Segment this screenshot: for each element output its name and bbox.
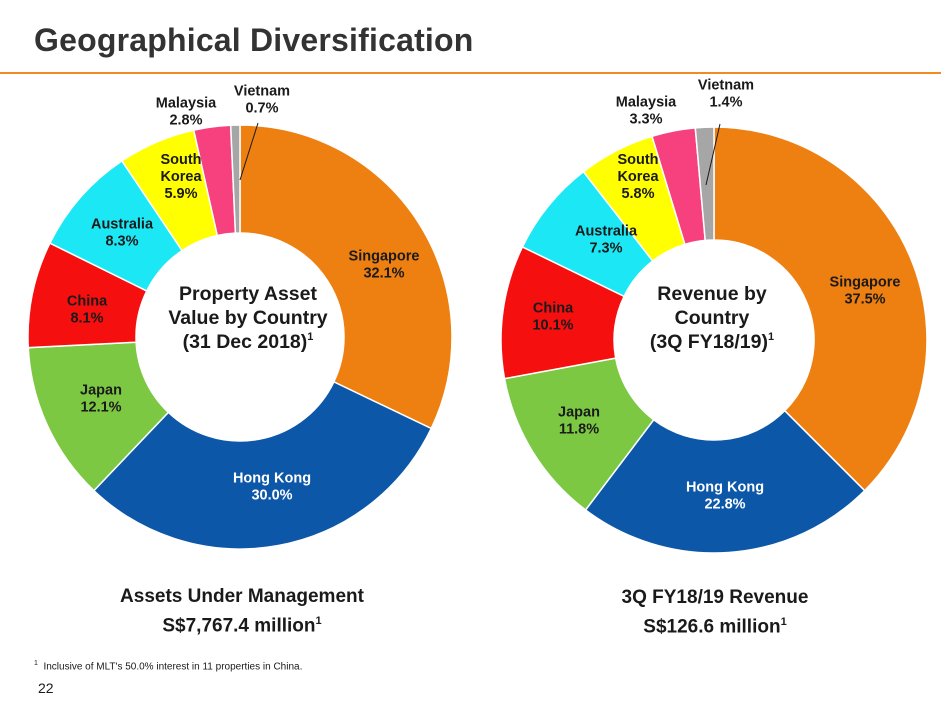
asset-label-hong-kong: Hong Kong 30.0% <box>233 471 311 504</box>
revenue-caption-line-1: 3Q FY18/19 Revenue <box>621 587 809 608</box>
asset-leader-line-vietnam <box>239 122 259 181</box>
aum-caption-line-1: Assets Under Management <box>120 586 364 607</box>
aum-caption: Assets Under Management S$7,767.4 millio… <box>92 585 392 638</box>
footnote: 1 Inclusive of MLT's 50.0% interest in 1… <box>34 660 302 672</box>
asset-slice-vietnam <box>229 124 241 234</box>
asset-label-south-korea: South Korea 5.9% <box>160 152 202 202</box>
aum-caption-value: S$7,767.4 million <box>162 615 316 637</box>
asset-center-title: Property Asset Value by Country (31 Dec 20… <box>168 283 327 353</box>
revenue-caption: 3Q FY18/19 Revenue S$126.6 million1 <box>565 586 865 639</box>
page-number: 22 <box>38 680 54 696</box>
revenue-caption-value: S$126.6 million <box>643 616 781 638</box>
asset-label-malaysia: Malaysia 2.8% <box>156 96 217 129</box>
asset-slice-singapore <box>239 124 453 430</box>
revenue-caption-line-2: S$126.6 million1 <box>565 610 865 639</box>
asset-label-vietnam: Vietnam 0.7% <box>234 84 290 117</box>
asset-slice-hong-kong <box>92 380 433 550</box>
asset-label-australia: Australia 8.3% <box>91 217 154 250</box>
asset-slices <box>27 124 453 550</box>
asset-label-japan: Japan 12.1% <box>80 383 122 416</box>
footnote-marker: 1 <box>34 660 38 667</box>
asset-label-china: China 8.1% <box>67 294 108 327</box>
aum-caption-line-2: S$7,767.4 million1 <box>92 609 392 638</box>
asset-label-singapore: Singapore 32.1% <box>349 249 420 282</box>
footnote-text: Inclusive of MLT's 50.0% interest in 11 … <box>43 661 303 673</box>
title-rule <box>0 72 941 74</box>
page-title: Geographical Diversification <box>34 22 474 58</box>
revenue-caption-footnote-ref: 1 <box>780 616 787 628</box>
aum-caption-footnote-ref: 1 <box>315 615 322 627</box>
